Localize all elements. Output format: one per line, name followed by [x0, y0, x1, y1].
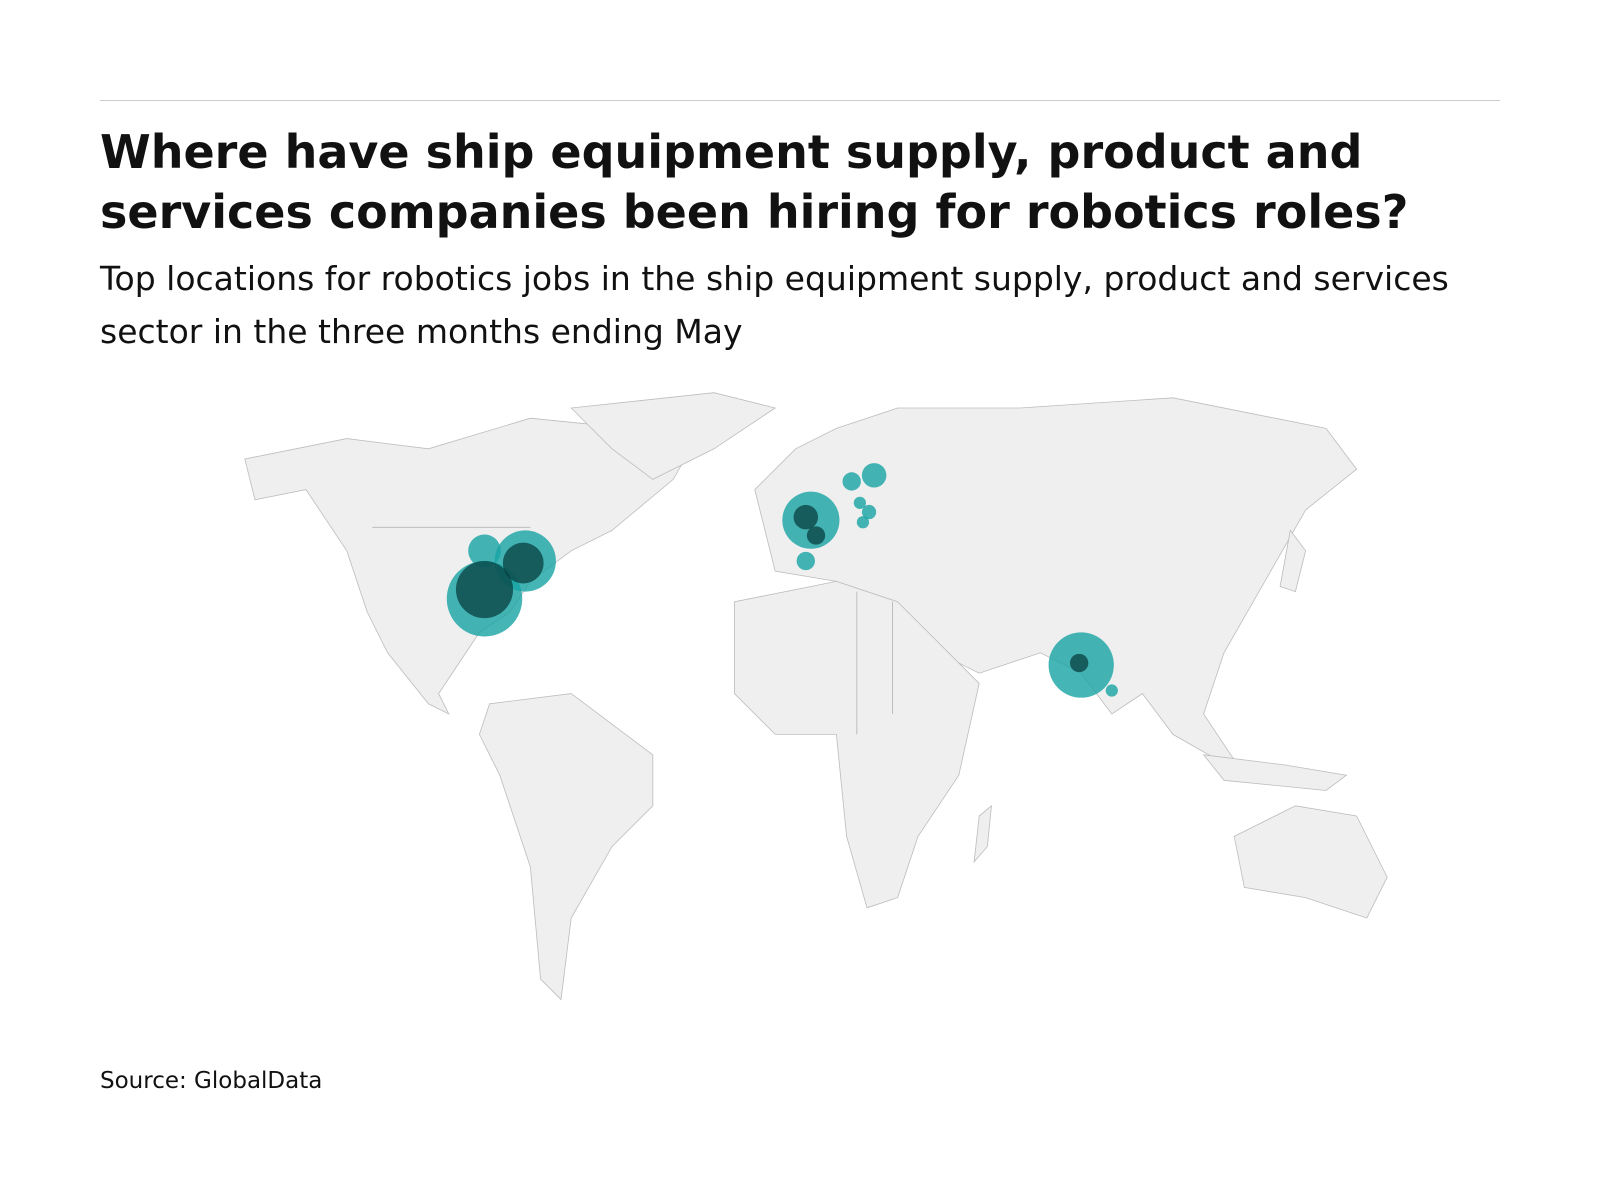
greenland	[570, 392, 777, 480]
indonesia	[1202, 754, 1348, 791]
bubble	[842, 472, 861, 491]
bubble	[1105, 684, 1118, 697]
bubble-overlap	[1069, 653, 1089, 673]
japan	[1279, 529, 1307, 593]
bubble-overlap	[502, 542, 544, 584]
australia	[1233, 805, 1388, 919]
bubble	[796, 551, 815, 571]
source: Source: GlobalData	[100, 1068, 323, 1094]
top-rule	[100, 100, 1500, 101]
title: Where have ship equipment supply, produc…	[100, 125, 1409, 239]
bubble	[861, 504, 877, 520]
bubble-overlap	[455, 561, 514, 619]
bubble	[856, 516, 870, 529]
south-america	[478, 693, 654, 1001]
africa	[733, 580, 980, 909]
bubble-overlap	[793, 504, 819, 530]
bubble	[468, 534, 501, 568]
bubble	[861, 463, 887, 488]
bubble	[853, 496, 866, 509]
madagascar	[973, 804, 992, 864]
subtitle: Top locations for robotics jobs in the s…	[100, 259, 1449, 351]
bubble-overlap	[806, 526, 826, 545]
